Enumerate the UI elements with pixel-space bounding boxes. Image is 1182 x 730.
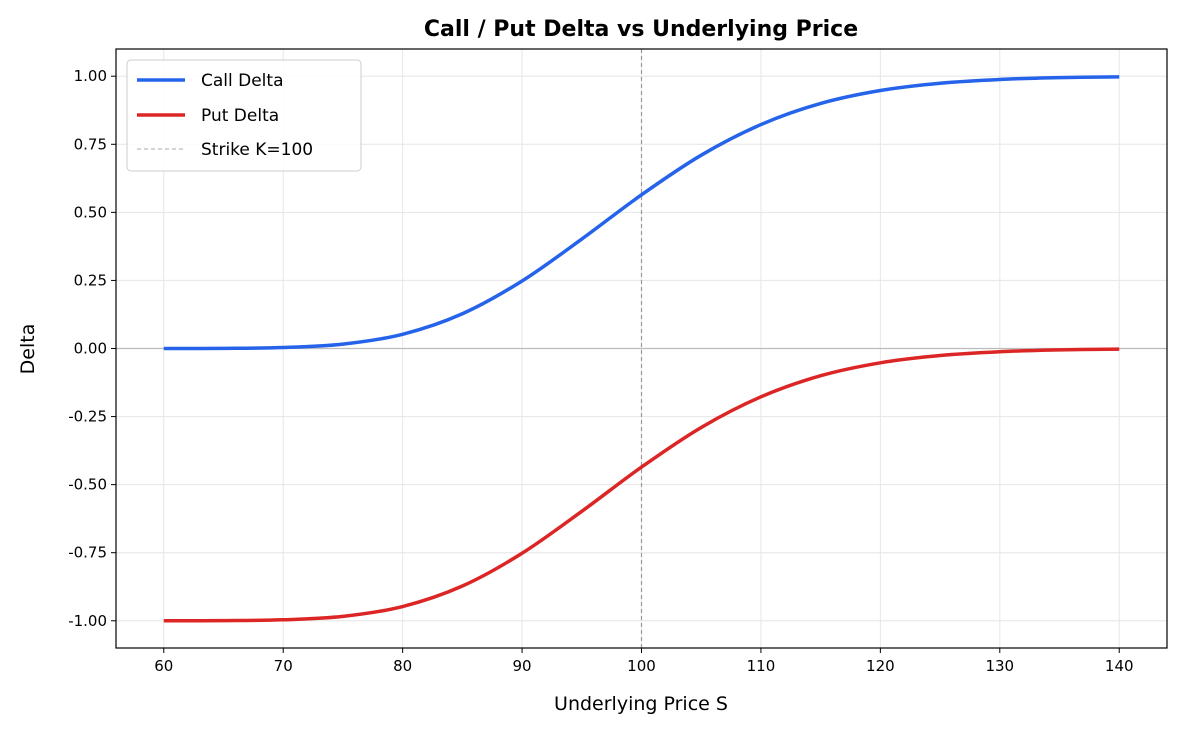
y-axis-label: Delta bbox=[17, 324, 39, 375]
x-tick-label: 140 bbox=[1105, 657, 1134, 675]
y-tick-label: -0.50 bbox=[68, 476, 107, 494]
x-tick-label: 80 bbox=[393, 657, 412, 675]
y-tick-label: -0.25 bbox=[68, 408, 107, 426]
x-tick-label: 90 bbox=[513, 657, 532, 675]
y-tick-label: -0.75 bbox=[68, 544, 107, 562]
x-tick-label: 60 bbox=[154, 657, 173, 675]
y-tick-label: 0.00 bbox=[74, 340, 107, 358]
y-tick-label: 1.00 bbox=[74, 67, 107, 85]
legend: Call Delta Put Delta Strike K=100 bbox=[126, 59, 362, 172]
legend-label-put: Put Delta bbox=[201, 106, 279, 126]
call-delta-line bbox=[163, 75, 1120, 351]
legend-label-call: Call Delta bbox=[201, 71, 284, 91]
y-tick-label: 0.50 bbox=[74, 203, 107, 221]
x-axis-ticks: 60 70 80 90 100 110 120 130 140 bbox=[154, 648, 1134, 675]
legend-label-strike: Strike K=100 bbox=[201, 140, 313, 160]
x-tick-label: 70 bbox=[274, 657, 293, 675]
x-tick-label: 110 bbox=[747, 657, 776, 675]
legend-box bbox=[126, 59, 362, 172]
y-axis-ticks: 1.00 0.75 0.50 0.25 0.00 -0.25 -0.50 -0.75 -1.00 bbox=[68, 67, 116, 630]
x-axis-label: Underlying Price S bbox=[554, 693, 728, 715]
chart-title: Call / Put Delta vs Underlying Price bbox=[424, 17, 858, 42]
y-tick-label: 0.25 bbox=[74, 271, 107, 289]
x-tick-label: 120 bbox=[866, 657, 895, 675]
y-tick-label: -1.00 bbox=[68, 612, 107, 630]
y-tick-label: 0.75 bbox=[74, 135, 107, 153]
put-delta-line bbox=[163, 347, 1120, 623]
series-lines bbox=[163, 75, 1120, 623]
x-tick-label: 100 bbox=[627, 657, 656, 675]
x-tick-label: 130 bbox=[985, 657, 1014, 675]
